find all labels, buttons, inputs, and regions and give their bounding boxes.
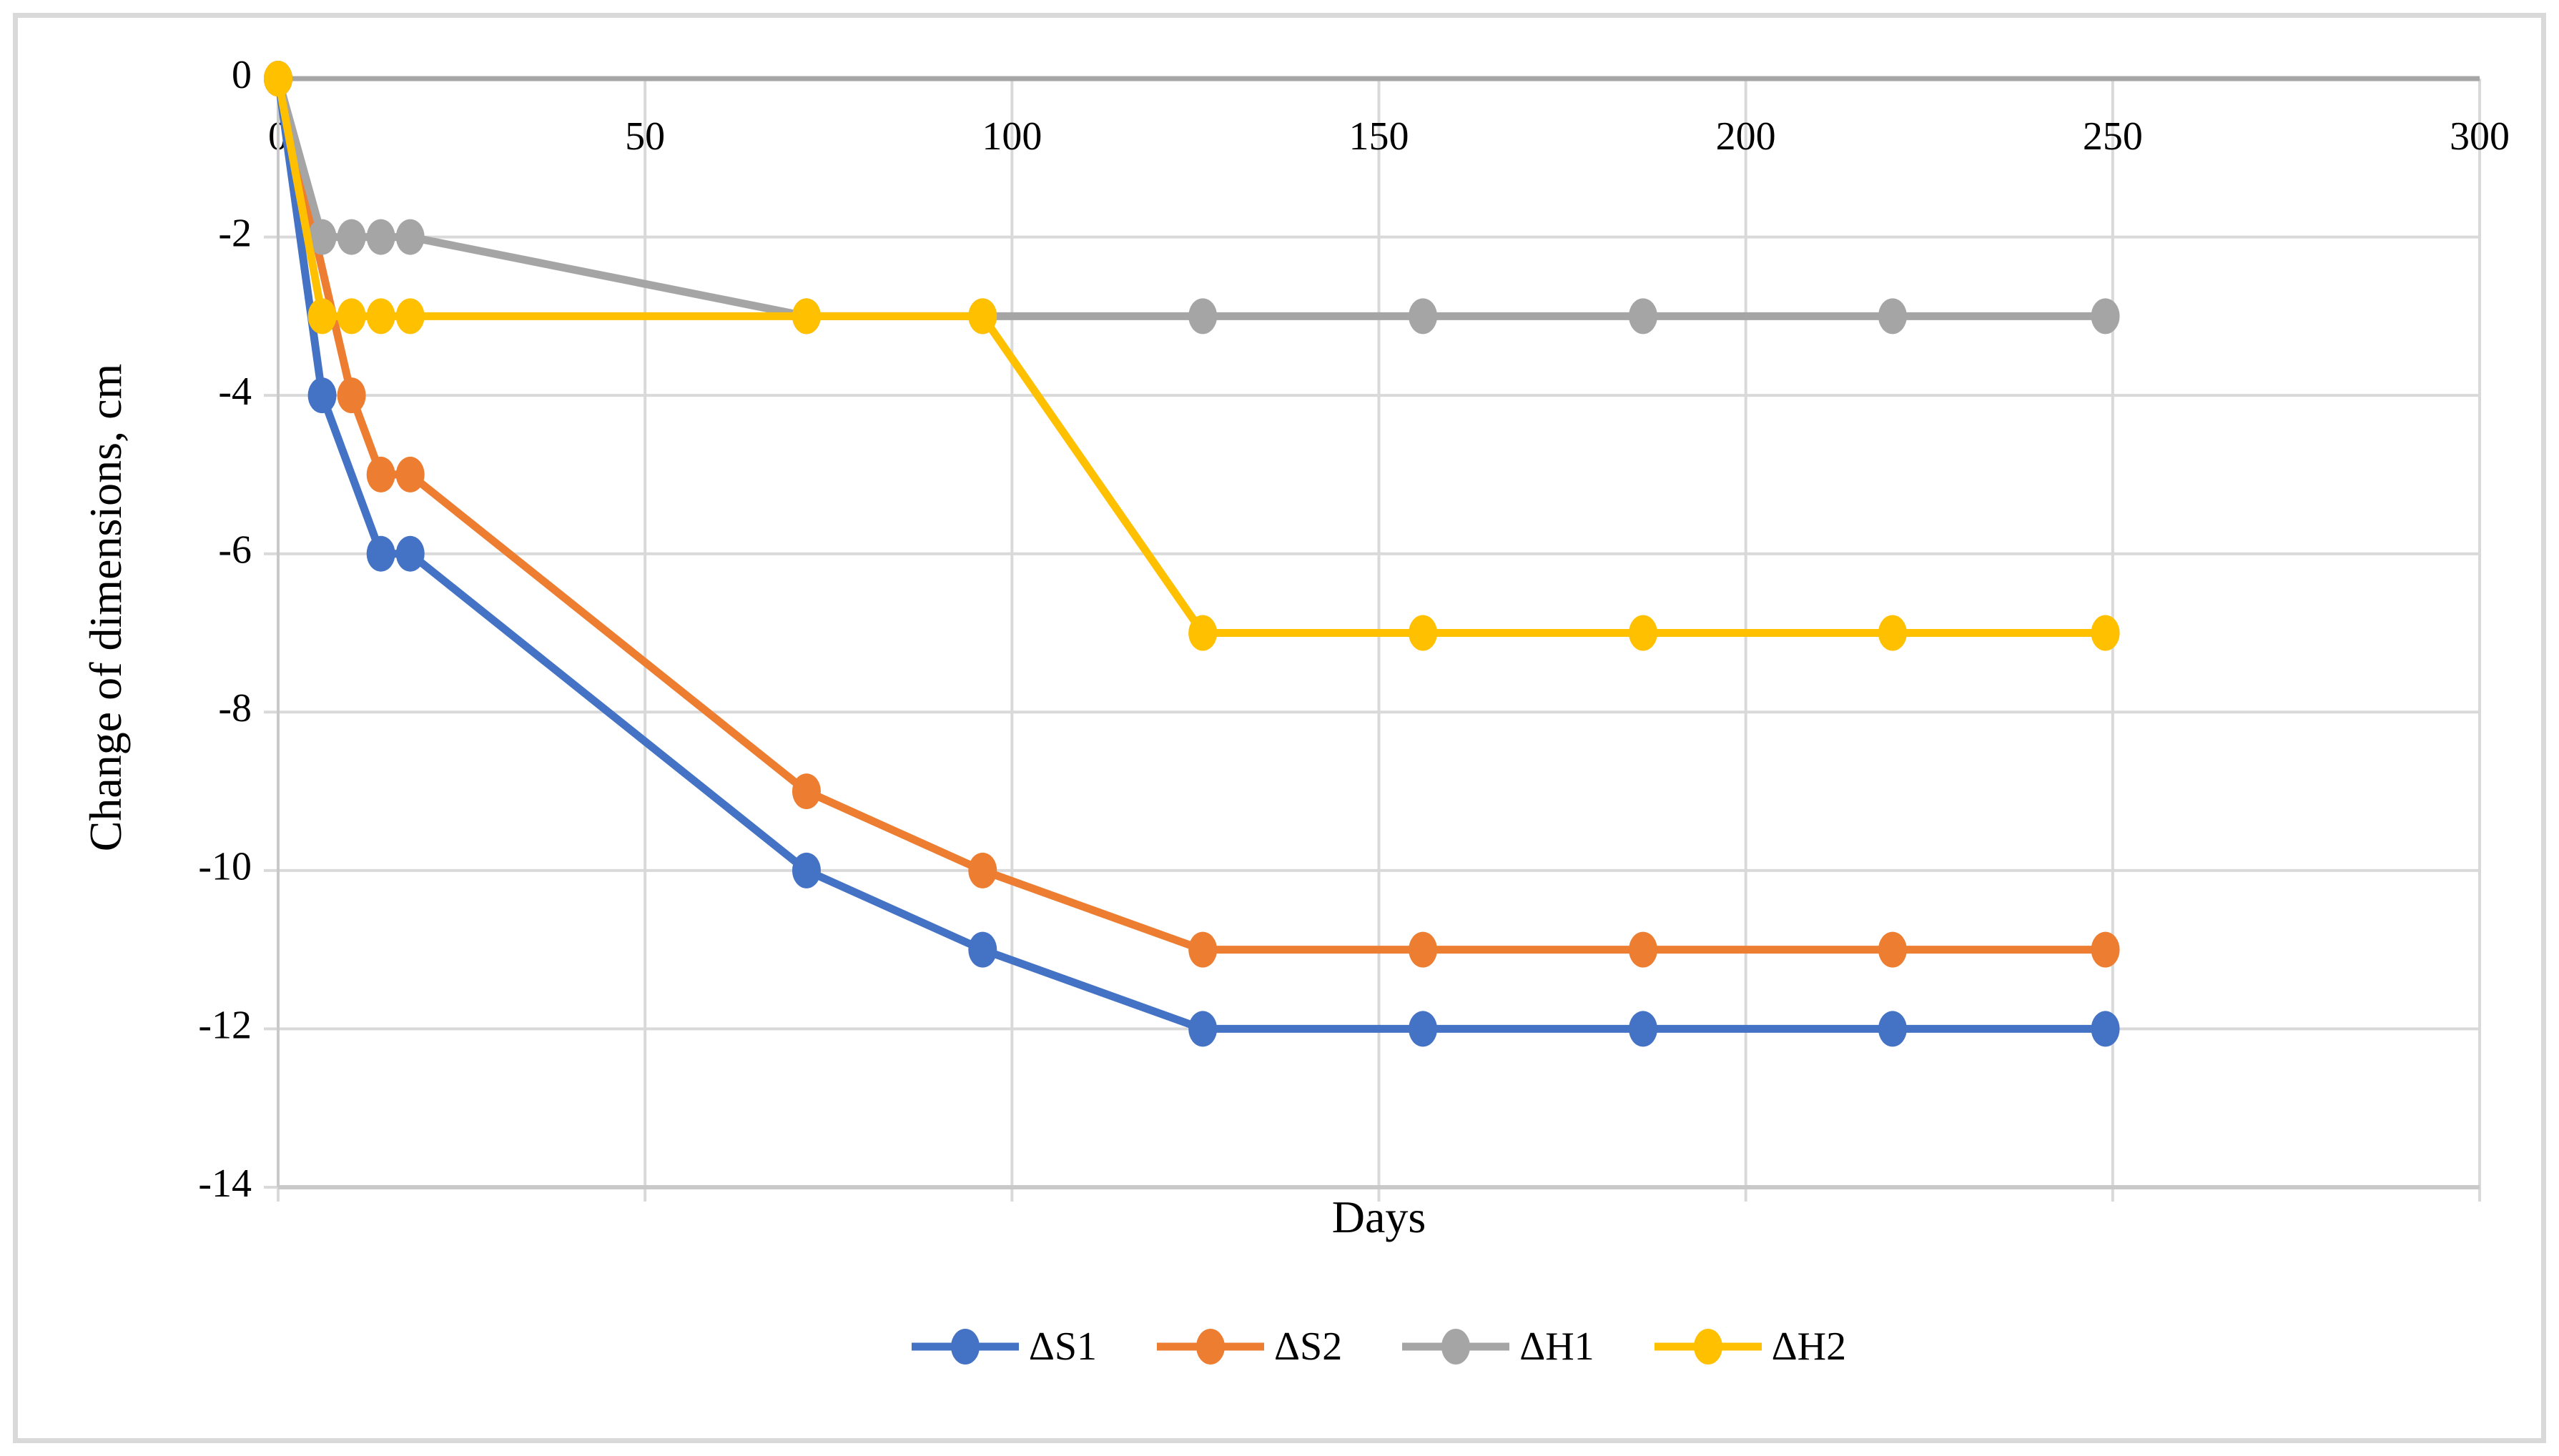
- series-marker-3: [2091, 298, 2120, 335]
- figure-border: [13, 13, 2546, 1443]
- series-marker-2: [968, 852, 997, 888]
- legend-item-label: ΔH1: [1519, 1324, 1594, 1369]
- series-marker-1: [395, 535, 425, 572]
- y-tick-label: -8: [218, 686, 252, 731]
- series-marker-2: [2091, 931, 2120, 968]
- series-marker-1: [1188, 1011, 1218, 1047]
- series-marker-4: [366, 298, 395, 335]
- y-axis-title: Change of dimensions, cm: [80, 363, 131, 852]
- series-marker-2: [337, 377, 366, 414]
- y-tick-label: -10: [198, 845, 252, 889]
- x-tick-label: 100: [982, 114, 1042, 159]
- y-tick-label: -12: [198, 1003, 252, 1047]
- series-marker-1: [307, 377, 337, 414]
- series-marker-1: [2091, 1011, 2120, 1047]
- legend-item-label: ΔS1: [1028, 1324, 1098, 1369]
- x-tick-label: 150: [1349, 114, 1409, 159]
- legend-item-1: ΔS1: [911, 1324, 1098, 1370]
- series-marker-4: [395, 298, 425, 335]
- series-marker-3: [1628, 298, 1657, 335]
- series-marker-3: [366, 219, 395, 255]
- series-marker-2: [1188, 931, 1218, 968]
- series-marker-1: [366, 535, 395, 572]
- series-marker-4: [264, 61, 292, 96]
- series-marker-3: [337, 219, 366, 255]
- series-marker-1: [968, 931, 997, 968]
- series-marker-2: [395, 456, 425, 492]
- x-tick-label: 50: [625, 114, 665, 159]
- legend-marker-icon: [1157, 1329, 1265, 1365]
- series-marker-3: [1878, 298, 1907, 335]
- series-marker-2: [366, 456, 395, 492]
- series-marker-1: [1409, 1011, 1438, 1047]
- series-marker-1: [1628, 1011, 1657, 1047]
- series-marker-4: [1628, 615, 1657, 651]
- series-marker-2: [792, 773, 821, 810]
- legend-item-4: ΔH2: [1654, 1324, 1847, 1370]
- series-marker-2: [1878, 931, 1907, 968]
- y-tick-label: -6: [218, 528, 252, 573]
- series-marker-1: [792, 852, 821, 888]
- legend-item-3: ΔH1: [1402, 1324, 1594, 1370]
- series-line-4: [274, 74, 2110, 637]
- x-tick-label: 300: [2450, 114, 2510, 159]
- series-marker-2: [1409, 931, 1438, 968]
- x-tick-label: 250: [2083, 114, 2143, 159]
- y-tick-label: -2: [218, 211, 252, 255]
- series-marker-4: [1878, 615, 1907, 651]
- series-marker-4: [307, 298, 337, 335]
- series-marker-4: [792, 298, 821, 335]
- series-marker-2: [1628, 931, 1657, 968]
- legend-item-label: ΔH2: [1771, 1324, 1847, 1369]
- series-line-2: [274, 74, 2110, 954]
- chart-legend: ΔS1 ΔS2 ΔH1 ΔH2: [278, 1324, 2480, 1370]
- series-marker-3: [395, 219, 425, 255]
- y-tick-label: -14: [198, 1162, 252, 1206]
- series-marker-4: [1188, 615, 1218, 651]
- series-marker-4: [2091, 615, 2120, 651]
- series-marker-1: [1878, 1011, 1907, 1047]
- x-tick-label: 200: [1716, 114, 1776, 159]
- legend-marker-icon: [1402, 1329, 1510, 1365]
- legend-marker-icon: [911, 1329, 1019, 1365]
- series-marker-3: [307, 219, 337, 255]
- y-tick-label: -4: [218, 370, 252, 414]
- series-marker-4: [968, 298, 997, 335]
- legend-marker-icon: [1654, 1329, 1762, 1365]
- x-axis-title: Days: [1331, 1192, 1426, 1242]
- series-marker-4: [1409, 615, 1438, 651]
- series-marker-4: [337, 298, 366, 335]
- legend-item-label: ΔS2: [1274, 1324, 1343, 1369]
- series-marker-3: [1188, 298, 1218, 335]
- legend-item-2: ΔS2: [1157, 1324, 1342, 1370]
- y-tick-label: 0: [232, 53, 252, 97]
- series-marker-3: [1409, 298, 1438, 335]
- series-line-3: [274, 74, 2110, 320]
